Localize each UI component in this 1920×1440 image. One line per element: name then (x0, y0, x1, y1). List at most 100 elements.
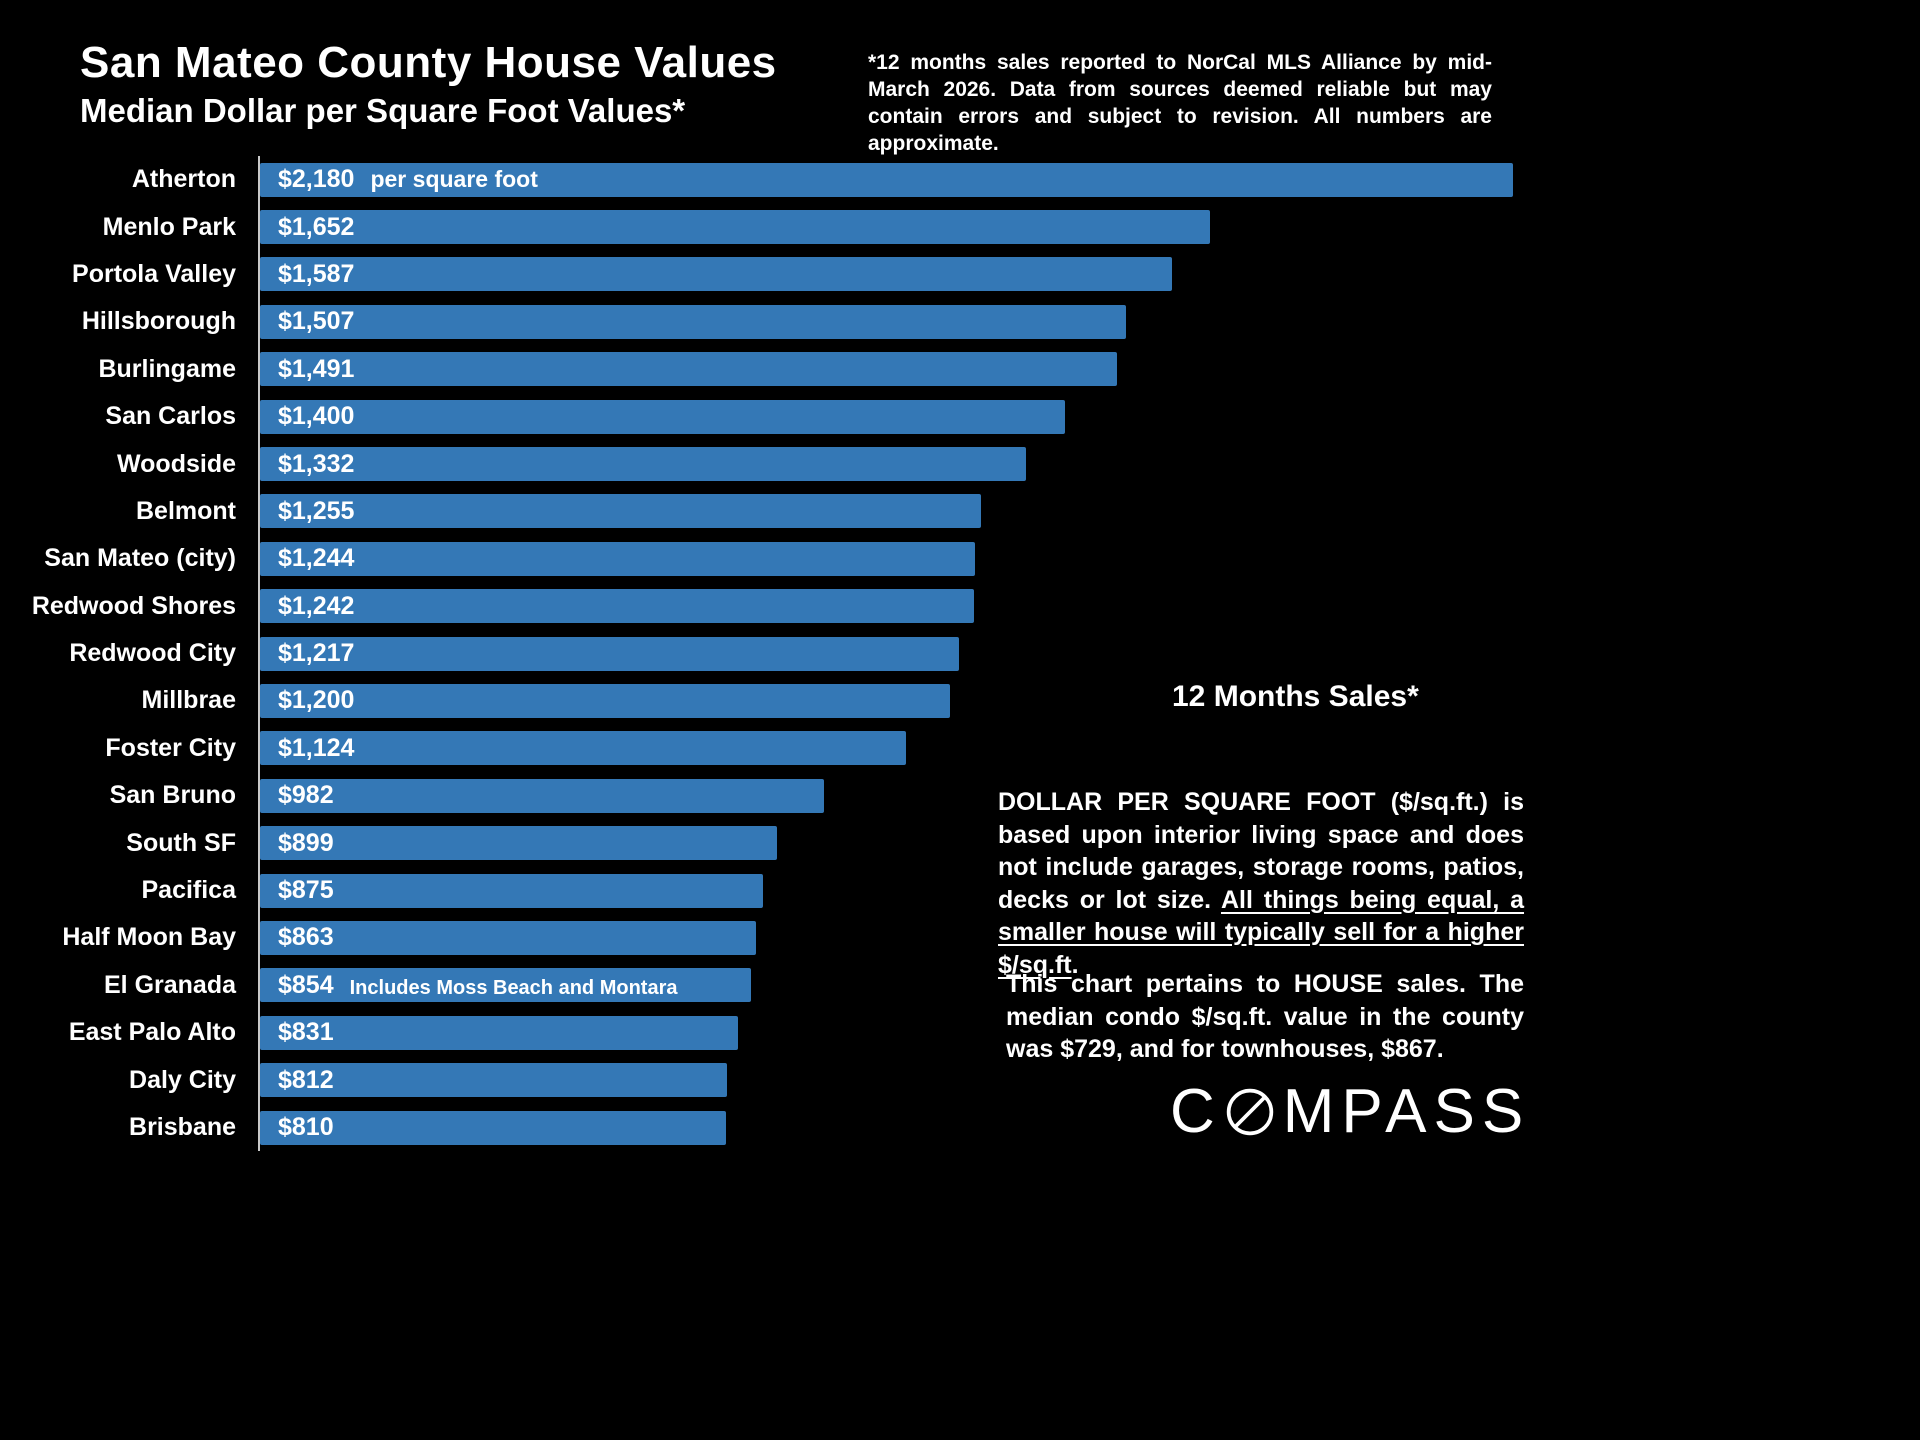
chart-row: Burlingame $1,491 (20, 345, 1513, 393)
page-subtitle: Median Dollar per Square Foot Values* (80, 92, 686, 129)
house-sales-paragraph: This chart pertains to HOUSE sales. The … (1006, 970, 1524, 1063)
category-label: San Bruno (109, 781, 236, 810)
compass-o-slash-icon (1226, 1088, 1273, 1135)
chart-row: Millbrae $1,200 (20, 677, 1513, 725)
chart-row: Redwood Shores $1,242 (20, 582, 1513, 630)
bar-track: $2,180 per square foot (258, 156, 1513, 204)
dollar-per-sqft-paragraph: DOLLAR PER SQUARE FOOT ($/sq.ft.) is bas… (998, 786, 1524, 981)
bar-annotation: Includes Moss Beach and Montara (349, 976, 678, 999)
chart-rows: Atherton $2,180 per square foot Menlo Park $… (20, 156, 1513, 1152)
bar-value-label: $863 (278, 923, 334, 952)
value-bar: $1,124 (260, 731, 907, 766)
value-bar: $854 Includes Moss Beach and Montara (260, 968, 751, 1003)
logo-letter-c: C (1170, 1077, 1222, 1146)
bar-track: $1,332 (258, 440, 1513, 488)
paragraph-period: . (1071, 950, 1079, 979)
category-label: El Granada (104, 970, 236, 999)
chart-row: Menlo Park $1,652 (20, 203, 1513, 251)
chart-row: Belmont $1,255 (20, 487, 1513, 536)
category-label: Daly City (129, 1065, 236, 1094)
bar-value-label: $1,652 (278, 212, 355, 241)
bar-value-label: $1,217 (278, 639, 355, 668)
category-label: East Palo Alto (68, 1018, 236, 1047)
value-bar: $1,200 (260, 683, 950, 718)
value-bar: $982 (260, 778, 825, 813)
chart-row: Woodside $1,332 (20, 440, 1513, 488)
category-label: Foster City (105, 733, 236, 762)
category-label: San Mateo (city) (44, 544, 236, 573)
category-label: South SF (126, 828, 236, 857)
bar-track: $812 (258, 1056, 1513, 1104)
bar-track: $1,255 (258, 487, 1513, 536)
value-bar: $1,332 (260, 447, 1026, 482)
page-title: San Mateo County House Values (80, 38, 777, 87)
bar-value-label: $899 (278, 828, 334, 857)
chart-row: Redwood City $1,217 (20, 629, 1513, 678)
chart-row: Pacifica $875 (20, 866, 1513, 915)
bar-value-label: $982 (278, 781, 334, 810)
bar-track: $899 (258, 819, 1513, 867)
bar-value-label: $1,242 (278, 591, 355, 620)
value-bar: $1,255 (260, 494, 982, 529)
value-bar: $875 (260, 873, 763, 908)
value-bar: $1,400 (260, 399, 1065, 434)
category-label: Pacifica (141, 876, 236, 905)
bar-track: $810 (258, 1103, 1513, 1152)
category-label: Atherton (131, 165, 236, 194)
value-bar: $1,587 (260, 257, 1173, 292)
bar-track: $1,244 (258, 535, 1513, 583)
chart-row: Portola Valley $1,587 (20, 250, 1513, 299)
bar-value-label: $810 (278, 1113, 334, 1141)
category-label: Millbrae (141, 686, 236, 715)
value-bar: $863 (260, 920, 757, 955)
chart-row: Foster City $1,124 (20, 724, 1513, 773)
value-bar: $812 (260, 1063, 727, 1098)
bar-value-label: $1,332 (278, 449, 355, 478)
value-bar: $810 (260, 1110, 726, 1145)
bar-value-label: $1,507 (278, 307, 355, 336)
chart-row: East Palo Alto $831 (20, 1009, 1513, 1057)
bar-value-label: $1,200 (278, 686, 355, 715)
category-label: Redwood City (69, 639, 236, 668)
value-bar: $899 (260, 826, 777, 861)
bar-track: $1,124 (258, 724, 1513, 773)
chart-row: Atherton $2,180 per square foot (20, 156, 1513, 204)
bar-chart: Atherton $2,180 per square foot Menlo Park $… (20, 156, 1513, 1152)
value-bar: $1,491 (260, 352, 1117, 387)
category-label: Brisbane (129, 1113, 236, 1141)
bar-unit-suffix: per square foot (370, 166, 538, 193)
logo-letters-mpass: MPASS (1282, 1077, 1531, 1146)
bar-track: $875 (258, 866, 1513, 915)
value-bar: $1,244 (260, 541, 975, 576)
bar-value-label: $1,255 (278, 496, 355, 525)
chart-row: San Mateo (city) $1,244 (20, 535, 1513, 583)
compass-logo: C MPASS (1170, 1076, 1530, 1147)
chart-row: San Carlos $1,400 (20, 392, 1513, 441)
chart-row: San Bruno $982 (20, 772, 1513, 820)
paragraph-text: DOLLAR PER SQUARE FOOT ($/sq.ft.) is bas… (998, 788, 1524, 914)
bar-track: $1,507 (258, 298, 1513, 346)
category-label: San Carlos (105, 402, 236, 431)
value-bar: $1,507 (260, 304, 1127, 339)
value-bar: $1,242 (260, 589, 974, 624)
category-label: Burlingame (98, 354, 236, 383)
chart-row: South SF $899 (20, 819, 1513, 867)
bar-value-label: $875 (278, 876, 334, 905)
bar-value-label: $1,587 (278, 259, 355, 288)
bar-value-label: $1,124 (278, 733, 355, 762)
bar-track: $1,400 (258, 392, 1513, 441)
category-label: Redwood Shores (31, 591, 236, 620)
bar-track: $854 Includes Moss Beach and Montara (258, 961, 1513, 1010)
bar-track: $1,200 (258, 677, 1513, 725)
value-bar: $1,652 (260, 210, 1210, 245)
category-label: Portola Valley (72, 259, 236, 288)
bar-value-label: $2,180 (278, 165, 355, 194)
bar-value-label: $854 (278, 970, 334, 999)
bar-track: $831 (258, 1009, 1513, 1057)
bar-value-label: $831 (278, 1018, 334, 1047)
bar-track: $863 (258, 914, 1513, 962)
bar-value-label: $1,244 (278, 544, 355, 573)
category-label: Hillsborough (81, 307, 236, 336)
category-label: Menlo Park (102, 212, 236, 241)
chart-row: Half Moon Bay $863 (20, 914, 1513, 962)
